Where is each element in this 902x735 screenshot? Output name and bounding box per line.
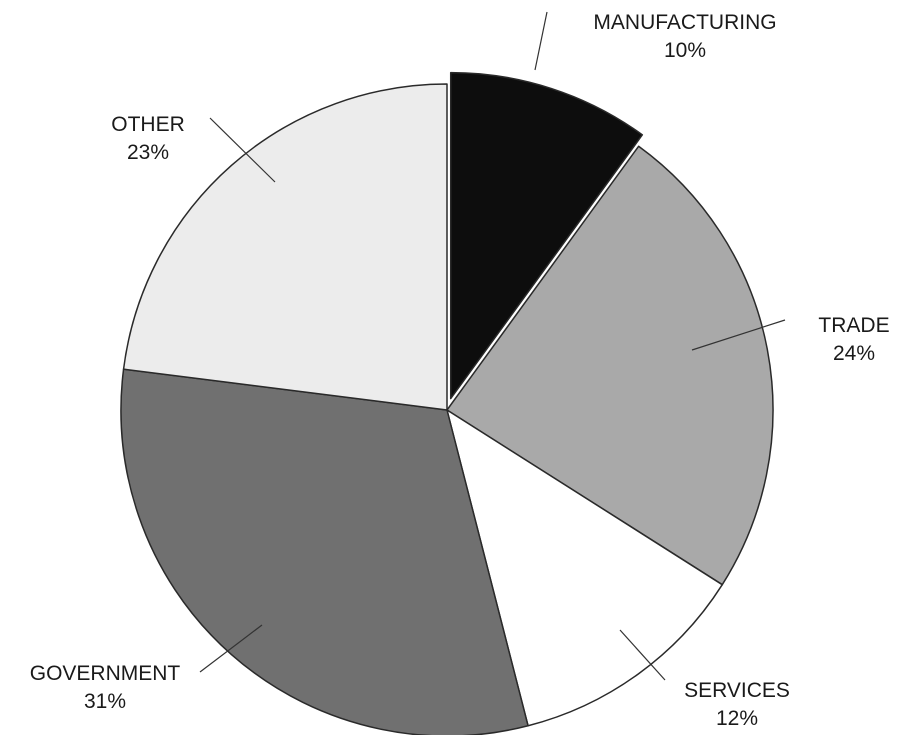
leader-line-manufacturing [534, 11, 548, 71]
leader-line-government [199, 624, 263, 673]
leader-line-other [209, 117, 276, 183]
slice-label-services: SERVICES [684, 679, 790, 702]
slice-label-manufacturing: MANUFACTURING [593, 11, 776, 34]
slice-label-government: GOVERNMENT [30, 662, 181, 685]
slice-label-trade: TRADE [818, 314, 889, 337]
leader-line-trade [691, 319, 786, 351]
pie-slice-services [446, 409, 724, 727]
pie-slice-government [120, 368, 529, 735]
slice-label-other: OTHER [111, 113, 185, 136]
leader-lines [199, 11, 786, 681]
slice-value-trade: 24% [833, 342, 875, 365]
slice-labels: MANUFACTURING 10% TRADE 24% SERVICES 12% GOVER… [30, 11, 890, 730]
slice-value-government: 31% [84, 690, 126, 713]
pie-slice-manufacturing [449, 71, 644, 400]
slice-value-other: 23% [127, 141, 169, 164]
slice-value-manufacturing: 10% [664, 39, 706, 62]
leader-line-services [619, 629, 666, 681]
slice-value-services: 12% [716, 707, 758, 730]
pie-slice-trade [446, 145, 774, 586]
pie-slice-other [122, 83, 448, 411]
pie-slices [120, 71, 774, 735]
